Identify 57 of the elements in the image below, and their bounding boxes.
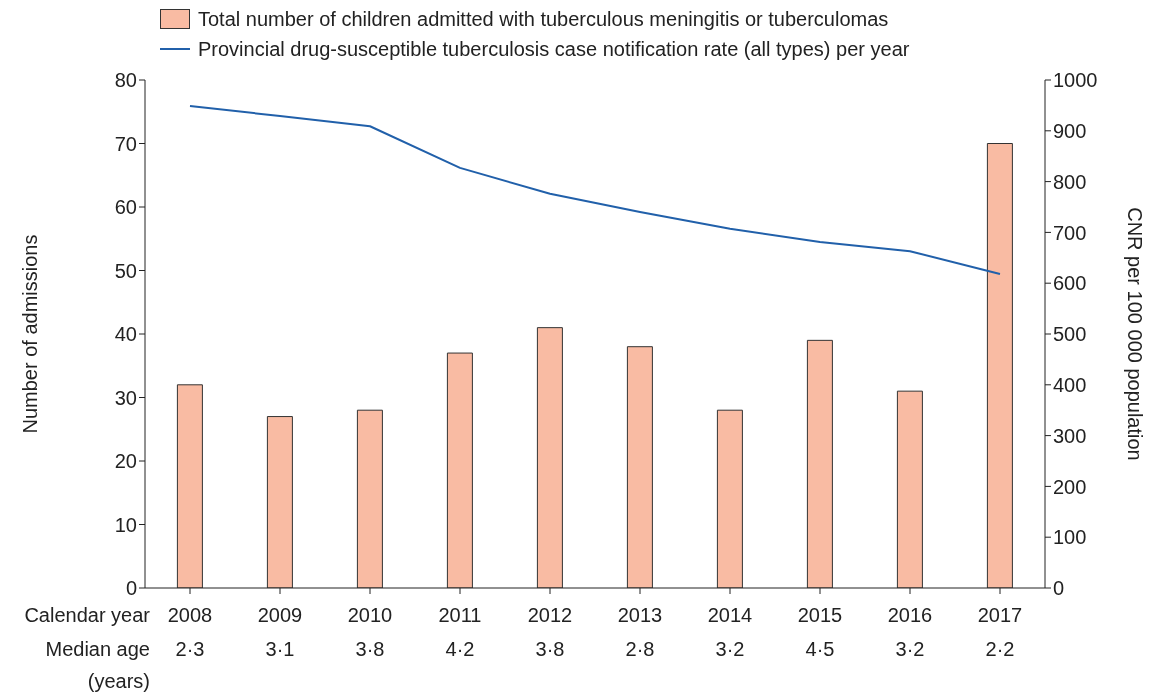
y-axis-title: Number of admissions — [19, 234, 42, 434]
text: 3·8 — [535, 638, 565, 660]
y2-axis-title: CNR per 100 000 population — [1123, 207, 1146, 461]
y-tick-label: 30 — [114, 386, 137, 409]
legend-label: Total number of children admitted with tuberculous meningitis or tuberculomas — [198, 7, 889, 31]
x-tick-label: 2015 — [797, 604, 843, 626]
text: Calendar year — [24, 604, 151, 626]
y-tick-label: 60 — [114, 196, 137, 219]
text: 3·8 — [355, 638, 385, 660]
y-tick-label: 0 — [125, 577, 137, 600]
y2-tick-label: 800 — [1053, 170, 1087, 193]
x-tick-label: 2009 — [257, 604, 303, 626]
x-tick-label: 2016 — [887, 604, 933, 626]
text: 2·8 — [625, 638, 655, 660]
y-tick-label: 70 — [114, 132, 137, 155]
bar — [806, 339, 833, 588]
x-tick-label: 2011 — [438, 604, 482, 626]
x-tick-label: 2012 — [527, 604, 573, 626]
bar — [266, 416, 293, 588]
y-tick-label: 80 — [114, 69, 137, 92]
x-tick-label: 2017 — [977, 604, 1023, 626]
bar — [536, 327, 563, 588]
x-tick-label: 2010 — [347, 604, 393, 626]
x-tick-label: 2013 — [617, 604, 663, 626]
legend-label: Provincial drug-susceptible tuberculosis case notification rate (all types) per year — [198, 37, 910, 61]
y2-tick-label: 300 — [1053, 424, 1087, 447]
text: 4·2 — [445, 638, 475, 660]
text: Median age (years) — [45, 638, 150, 692]
y-tick-label: 10 — [114, 513, 137, 536]
text: 3·1 — [265, 638, 295, 660]
text: 3·2 — [715, 638, 745, 660]
line-series — [189, 104, 1001, 276]
y-tick-label: 40 — [114, 323, 137, 346]
x-tick-label: 2008 — [167, 604, 213, 626]
y-tick-label: 20 — [114, 450, 137, 473]
y2-tick-label: 200 — [1053, 475, 1087, 498]
y2-tick-label: 100 — [1053, 526, 1087, 549]
bar — [176, 384, 203, 588]
x-tick-label: 2014 — [707, 604, 753, 626]
bar — [896, 390, 923, 588]
bar — [356, 409, 383, 588]
text: 2·3 — [175, 638, 205, 660]
text: 4·5 — [805, 638, 835, 660]
y-tick-label: 50 — [114, 259, 137, 282]
y2-tick-label: 1000 — [1053, 69, 1098, 92]
bar — [716, 409, 743, 588]
y2-tick-label: 700 — [1053, 221, 1087, 244]
bar — [986, 143, 1013, 588]
y2-tick-label: 500 — [1053, 323, 1087, 346]
bar — [626, 346, 653, 588]
y2-tick-label: 900 — [1053, 119, 1087, 142]
y2-tick-label: 0 — [1053, 577, 1065, 600]
y2-tick-label: 400 — [1053, 373, 1087, 396]
y2-tick-label: 600 — [1053, 272, 1087, 295]
text: 3·2 — [895, 638, 925, 660]
bar — [446, 352, 473, 588]
text: 2·2 — [985, 638, 1015, 660]
